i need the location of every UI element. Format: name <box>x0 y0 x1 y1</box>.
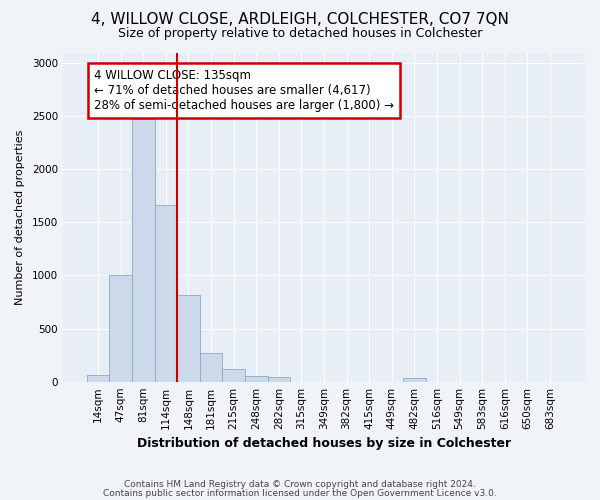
Text: 4, WILLOW CLOSE, ARDLEIGH, COLCHESTER, CO7 7QN: 4, WILLOW CLOSE, ARDLEIGH, COLCHESTER, C… <box>91 12 509 28</box>
X-axis label: Distribution of detached houses by size in Colchester: Distribution of detached houses by size … <box>137 437 511 450</box>
Bar <box>109 276 132 382</box>
Bar <box>87 376 109 382</box>
Bar <box>155 206 177 382</box>
Bar <box>268 377 290 382</box>
Text: Size of property relative to detached houses in Colchester: Size of property relative to detached ho… <box>118 28 482 40</box>
Y-axis label: Number of detached properties: Number of detached properties <box>15 130 25 305</box>
Bar <box>177 294 200 382</box>
Text: Contains public sector information licensed under the Open Government Licence v3: Contains public sector information licen… <box>103 489 497 498</box>
Text: 4 WILLOW CLOSE: 135sqm
← 71% of detached houses are smaller (4,617)
28% of semi-: 4 WILLOW CLOSE: 135sqm ← 71% of detached… <box>94 69 394 112</box>
Bar <box>245 376 268 382</box>
Bar <box>223 369 245 382</box>
Text: Contains HM Land Registry data © Crown copyright and database right 2024.: Contains HM Land Registry data © Crown c… <box>124 480 476 489</box>
Bar <box>403 378 426 382</box>
Bar <box>132 120 155 382</box>
Bar <box>200 353 223 382</box>
